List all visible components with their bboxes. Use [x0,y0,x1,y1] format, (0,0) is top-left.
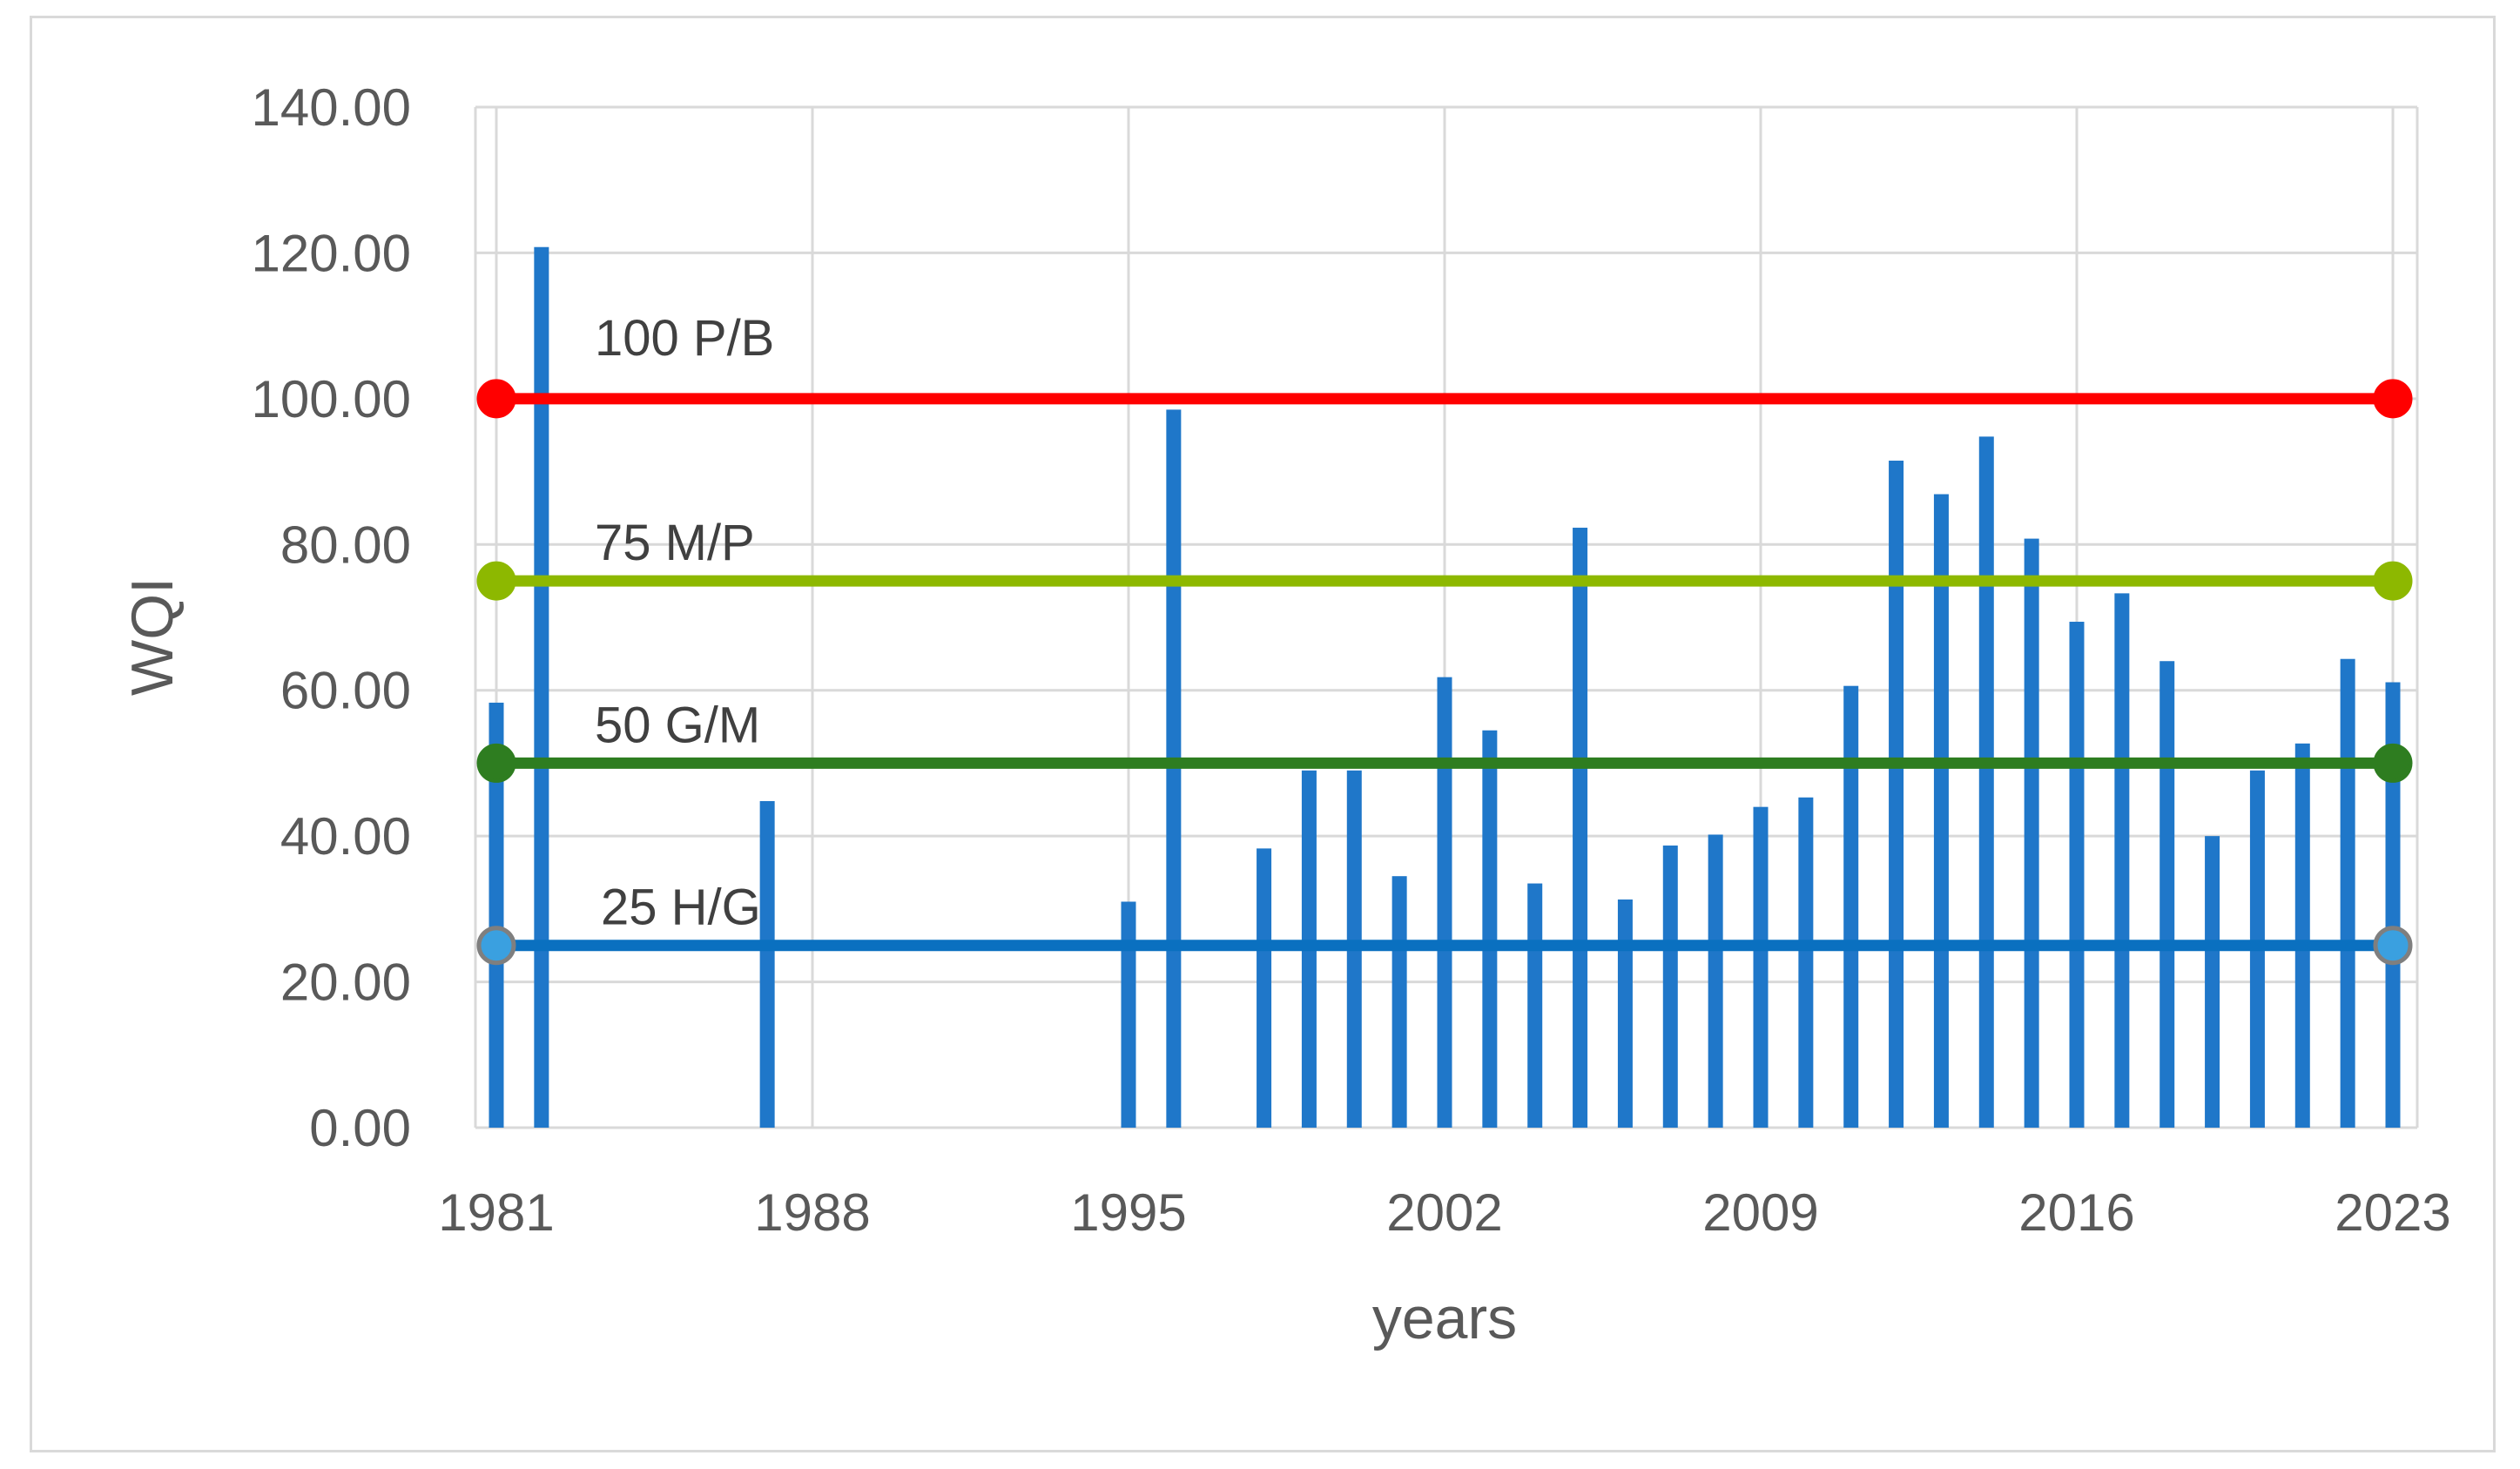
bar [1708,834,1723,1128]
bar [2205,836,2220,1128]
x-axis-title: years [1372,1285,1517,1351]
x-tick-label: 2016 [2018,1183,2134,1242]
reference-marker-start [476,561,516,601]
reference-label: 50 G/M [595,697,760,753]
reference-label: 25 H/G [601,879,761,936]
reference-label: 100 P/B [595,310,774,367]
bar [1889,461,1904,1128]
bar [2024,538,2039,1128]
reference-label: 75 M/P [595,515,755,571]
bar [1662,846,1678,1128]
bar [759,800,775,1128]
bar [1437,677,1452,1128]
x-tick-label: 2002 [1386,1183,1502,1242]
bar [1617,899,1633,1128]
reference-marker-start [476,379,516,419]
bar [2160,661,2175,1128]
y-tick-label: 80.00 [280,515,411,574]
reference-marker-start [476,926,516,966]
x-tick-label: 1988 [754,1183,870,1242]
bar [1978,436,1994,1129]
x-tick-label: 1981 [438,1183,554,1242]
reference-marker-start [476,743,516,783]
bar [1573,528,1588,1128]
x-tick-label: 2009 [1702,1183,1818,1242]
bar [1933,494,1949,1128]
x-tick-label: 2023 [2335,1183,2450,1242]
bar [1121,901,1136,1128]
y-tick-label: 60.00 [280,662,411,720]
bar [534,246,549,1128]
bar [1391,876,1407,1128]
reference-marker-end [2373,743,2413,783]
reference-marker-end [2373,561,2413,601]
bar [1527,883,1543,1128]
tick-labels-layer: 0.00 20.00 40.00 60.00 80.00 100.00 120.00 140.… [251,78,2450,1242]
bar [489,702,504,1128]
x-tick-label: 1995 [1070,1183,1186,1242]
y-tick-label: 120.00 [251,224,411,282]
bar [1257,848,1272,1128]
bar [2340,658,2355,1128]
y-tick-label: 140.00 [251,78,411,137]
reference-marker-end [2373,926,2413,966]
y-tick-label: 20.00 [280,954,411,1012]
bar [2294,743,2310,1128]
bar [1753,806,1769,1128]
reference-lines-layer: 100 P/B 75 M/P 50 G/M 25 H/G [476,310,2413,966]
bar [1798,797,1814,1128]
y-tick-label: 0.00 [309,1099,411,1157]
bar [2069,622,2085,1128]
y-tick-label: 100.00 [251,370,411,428]
chart-frame [30,16,2496,1452]
bar [1843,685,1859,1128]
y-axis-title: WQI [119,577,185,696]
bar [1482,730,1498,1128]
bar [2114,593,2130,1128]
y-tick-label: 40.00 [280,807,411,866]
bar [2385,682,2401,1128]
reference-marker-end [2373,379,2413,419]
